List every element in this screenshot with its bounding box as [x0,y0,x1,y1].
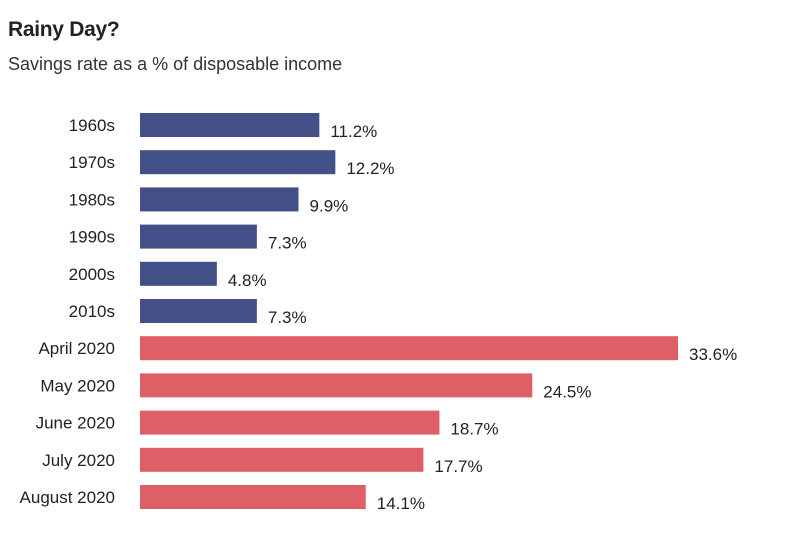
category-label: April 2020 [38,339,115,358]
bar [140,299,257,323]
value-label: 12.2% [346,159,394,178]
category-label: 2000s [69,265,115,284]
value-label: 24.5% [543,382,591,401]
value-label: 7.3% [268,308,307,327]
value-label: 33.6% [689,345,737,364]
value-label: 14.1% [377,494,425,513]
value-label: 18.7% [450,420,498,439]
category-label: 1980s [69,190,115,209]
value-label: 7.3% [268,234,307,253]
value-label: 17.7% [434,457,482,476]
chart-subtitle: Savings rate as a % of disposable income [8,54,343,74]
category-label: 1960s [69,116,115,135]
category-label: June 2020 [36,414,115,433]
category-label: 1990s [69,228,115,247]
bar [140,485,366,509]
value-label: 11.2% [330,122,377,141]
bar [140,187,299,212]
bar [140,150,336,175]
category-label: August 2020 [20,488,115,507]
category-label: 2010s [69,302,115,321]
bar [140,261,217,286]
category-label: 1970s [69,153,115,172]
bar [140,373,533,398]
chart-title: Rainy Day? [8,18,120,41]
category-label: May 2020 [40,376,115,395]
category-label: July 2020 [42,451,115,470]
bar [140,224,257,249]
bar [140,447,424,472]
bar [140,410,440,435]
value-label: 9.9% [310,196,349,215]
bar [140,336,678,361]
value-label: 4.8% [228,271,267,290]
bar [140,113,320,137]
